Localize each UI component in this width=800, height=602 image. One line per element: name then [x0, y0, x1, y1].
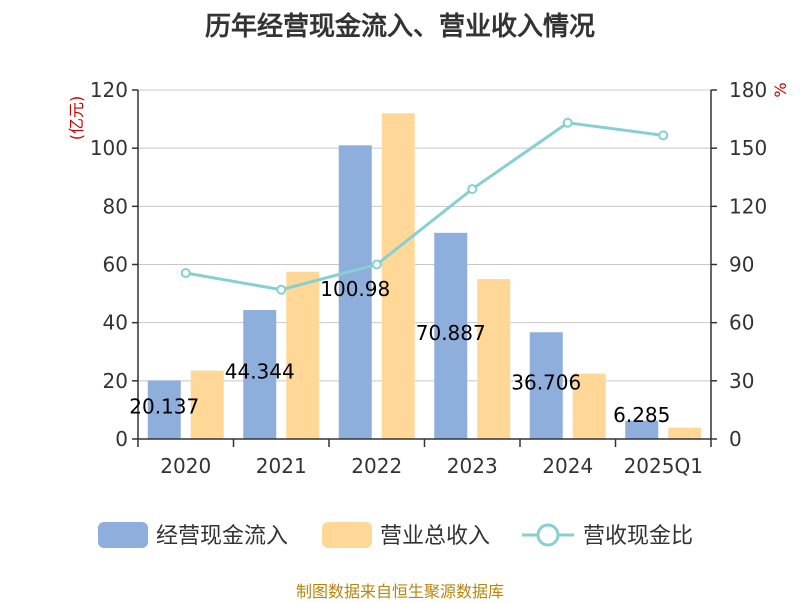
point-cash-ratio-2023: [467, 184, 478, 195]
source-note: 制图数据来自恒生聚源数据库: [295, 582, 504, 601]
y-right-unit-label: %: [771, 82, 790, 97]
legend-label-cash-ratio: 营收现金比: [583, 524, 693, 549]
y-right-tick-label: 90: [729, 253, 754, 277]
y-right-tick-label: 120: [729, 194, 767, 218]
x-tick-label: 2022: [351, 454, 402, 478]
bar-cash-inflow-2020: [147, 380, 181, 439]
axes: 0 20 40 60 80 100 120 0 30 60 90 120 150 180 2020 2021 2…: [67, 78, 790, 478]
bar-cash-inflow-2023: [434, 232, 468, 439]
data-label: 36.706: [511, 371, 581, 395]
x-tick-label: 2025Q1: [624, 454, 703, 478]
data-labels: 20.137 44.344 100.98 70.887 36.706 6.285: [129, 277, 670, 427]
legend-swatch-cash-inflow: [98, 522, 148, 548]
bar-revenue-2022: [381, 113, 415, 440]
y-left-unit-label: (亿元): [67, 96, 86, 141]
bar-revenue-2025Q1: [668, 427, 702, 439]
bar-revenue-2021: [286, 271, 320, 439]
point-cash-ratio-2021: [276, 284, 287, 295]
y-left-tick-label: 60: [103, 253, 128, 277]
y-right-tick-label: 30: [729, 369, 754, 393]
x-tick-label: 2020: [160, 454, 211, 478]
bar-revenue-2020: [190, 370, 224, 439]
y-right-tick-label: 180: [729, 78, 767, 102]
y-left-tick-label: 0: [115, 427, 128, 451]
legend: 经营现金流入 营业总收入 营收现金比: [98, 522, 693, 549]
x-tick-label: 2024: [542, 454, 593, 478]
data-label: 20.137: [129, 395, 199, 419]
bar-cash-inflow-2024: [529, 332, 563, 439]
legend-label-cash-inflow: 经营现金流入: [156, 524, 288, 549]
y-left-tick-label: 80: [103, 194, 128, 218]
legend-label-revenue: 营业总收入: [380, 524, 490, 549]
legend-marker-cash-ratio: [536, 523, 560, 547]
data-label: 100.98: [320, 277, 390, 301]
y-right-tick-label: 150: [729, 136, 767, 160]
y-left-tick-label: 120: [90, 78, 128, 102]
data-label: 6.285: [613, 403, 670, 427]
y-left-tick-label: 20: [103, 369, 128, 393]
legend-swatch-revenue: [322, 522, 372, 548]
bar-cash-inflow-2022: [338, 145, 372, 439]
point-cash-ratio-2024: [562, 117, 573, 128]
bar-revenue-2024: [572, 373, 606, 439]
y-left-tick-label: 100: [90, 136, 128, 160]
line-series: [180, 117, 669, 295]
y-right-tick-label: 60: [729, 311, 754, 335]
bar-cash-inflow-2021: [243, 310, 277, 439]
bar-revenue-2023: [477, 279, 511, 439]
bar-cash-inflow-2025Q1: [625, 420, 659, 439]
point-cash-ratio-2025Q1: [658, 130, 669, 141]
data-label: 44.344: [225, 360, 295, 384]
chart-title: 历年经营现金流入、营业收入情况: [204, 12, 595, 42]
point-cash-ratio-2020: [180, 268, 191, 279]
gridlines: [138, 89, 711, 382]
line-cash-ratio: [185, 121, 664, 292]
y-left-tick-label: 40: [103, 311, 128, 335]
bar-series: [147, 113, 702, 440]
point-cash-ratio-2022: [371, 259, 382, 270]
x-tick-label: 2021: [256, 454, 307, 478]
data-label: 70.887: [416, 321, 486, 345]
x-tick-label: 2023: [447, 454, 498, 478]
y-right-tick-label: 0: [729, 427, 742, 451]
